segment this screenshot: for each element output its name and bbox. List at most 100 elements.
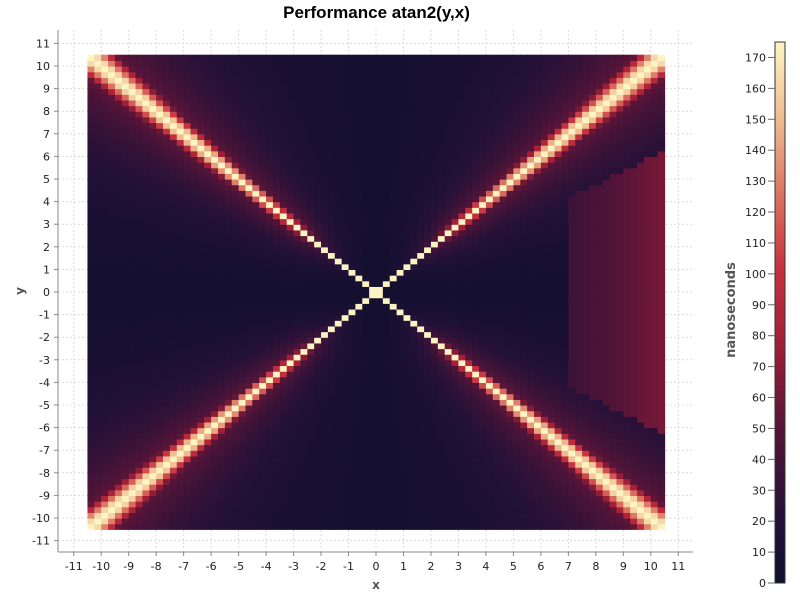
heatmap-cell — [623, 308, 631, 316]
heatmap-cell — [458, 280, 466, 287]
heatmap-cell — [245, 354, 253, 361]
heatmap-cell — [279, 241, 288, 248]
heatmap-cell — [657, 518, 666, 525]
heatmap-cell — [245, 467, 253, 474]
heatmap-cell — [355, 275, 363, 282]
heatmap-cell — [279, 258, 288, 265]
heatmap-cell — [499, 348, 508, 355]
heatmap-cell — [176, 331, 185, 338]
heatmap-cell — [582, 246, 590, 254]
heatmap-cell — [630, 484, 638, 491]
heatmap-cell — [321, 308, 329, 316]
heatmap-cell — [355, 495, 363, 502]
heatmap-cell — [149, 461, 157, 468]
heatmap-cell — [135, 342, 144, 350]
heatmap-cell — [424, 399, 432, 406]
heatmap-cell — [286, 275, 295, 282]
heatmap-cell — [149, 337, 157, 344]
heatmap-cell — [341, 455, 350, 463]
heatmap-cell — [211, 212, 219, 220]
heatmap-cell — [163, 320, 171, 327]
heatmap-cell — [238, 195, 247, 203]
heatmap-cell — [135, 275, 144, 282]
heatmap-cell — [547, 512, 556, 519]
heatmap-cell — [554, 393, 563, 400]
heatmap-cell — [245, 359, 253, 367]
heatmap-cell — [595, 393, 604, 400]
heatmap-cell — [94, 331, 102, 338]
heatmap-cell — [410, 450, 418, 457]
heatmap-cell — [527, 371, 535, 378]
heatmap-cell — [156, 303, 164, 310]
heatmap-cell — [204, 354, 212, 361]
heatmap-cell — [444, 337, 453, 344]
heatmap-cell — [279, 410, 288, 417]
heatmap-cell — [554, 342, 563, 350]
heatmap-cell — [211, 489, 219, 496]
heatmap-cell — [609, 297, 618, 304]
heatmap-cell — [527, 235, 535, 242]
heatmap-cell — [637, 461, 645, 468]
heatmap-cell — [520, 235, 528, 242]
heatmap-cell — [327, 399, 336, 406]
heatmap-cell — [520, 308, 528, 316]
heatmap-cell — [513, 461, 521, 468]
heatmap-cell — [602, 269, 611, 276]
heatmap-cell — [424, 325, 432, 333]
heatmap-cell — [231, 433, 240, 440]
heatmap-cell — [341, 269, 350, 276]
heatmap-cell — [307, 382, 315, 389]
heatmap-cell — [114, 297, 123, 304]
heatmap-cell — [451, 275, 460, 282]
heatmap-cell — [479, 286, 487, 293]
heatmap-cell — [348, 337, 356, 344]
heatmap-cell — [437, 348, 446, 355]
heatmap-cell — [623, 320, 631, 327]
heatmap-cell — [437, 354, 446, 361]
heatmap-cell — [369, 472, 377, 480]
heatmap-cell — [259, 297, 267, 304]
heatmap-cell — [135, 320, 144, 327]
heatmap-cell — [176, 371, 185, 378]
heatmap-cell — [568, 450, 576, 457]
heatmap-cell — [410, 342, 418, 350]
heatmap-cell — [520, 484, 528, 491]
heatmap-cell — [499, 523, 508, 530]
heatmap-cell — [609, 308, 618, 316]
heatmap-cell — [623, 365, 631, 372]
heatmap-cell — [238, 489, 247, 496]
heatmap-cell — [582, 275, 590, 282]
heatmap-cell — [616, 314, 624, 321]
heatmap-cell — [238, 444, 247, 451]
heatmap-cell — [128, 275, 137, 282]
heatmap-cell — [417, 371, 425, 378]
heatmap-cell — [506, 297, 514, 304]
heatmap-cell — [637, 325, 645, 333]
heatmap-cell — [87, 246, 95, 254]
heatmap-cell — [492, 388, 501, 395]
heatmap-cell — [369, 399, 377, 406]
heatmap-cell — [506, 501, 514, 508]
heatmap-cell — [314, 371, 322, 378]
heatmap-cell — [424, 382, 432, 389]
heatmap-cell — [382, 467, 391, 474]
heatmap-cell — [369, 201, 377, 208]
heatmap-cell — [369, 478, 377, 485]
heatmap-cell — [135, 523, 144, 530]
heatmap-cell — [444, 501, 453, 508]
heatmap-cell — [135, 472, 144, 480]
heatmap-cell — [417, 416, 425, 423]
heatmap-cell — [492, 512, 501, 519]
heatmap-cell — [163, 405, 171, 412]
heatmap-cell — [272, 286, 281, 293]
heatmap-cell — [238, 455, 247, 463]
heatmap-cell — [156, 478, 164, 485]
heatmap-cell — [527, 393, 535, 400]
heatmap-cell — [389, 455, 398, 463]
heatmap-cell — [540, 444, 549, 451]
heatmap-cell — [568, 229, 576, 237]
heatmap-cell — [87, 258, 95, 265]
heatmap-cell — [451, 450, 460, 457]
heatmap-cell — [362, 314, 370, 321]
heatmap-cell — [575, 421, 583, 429]
